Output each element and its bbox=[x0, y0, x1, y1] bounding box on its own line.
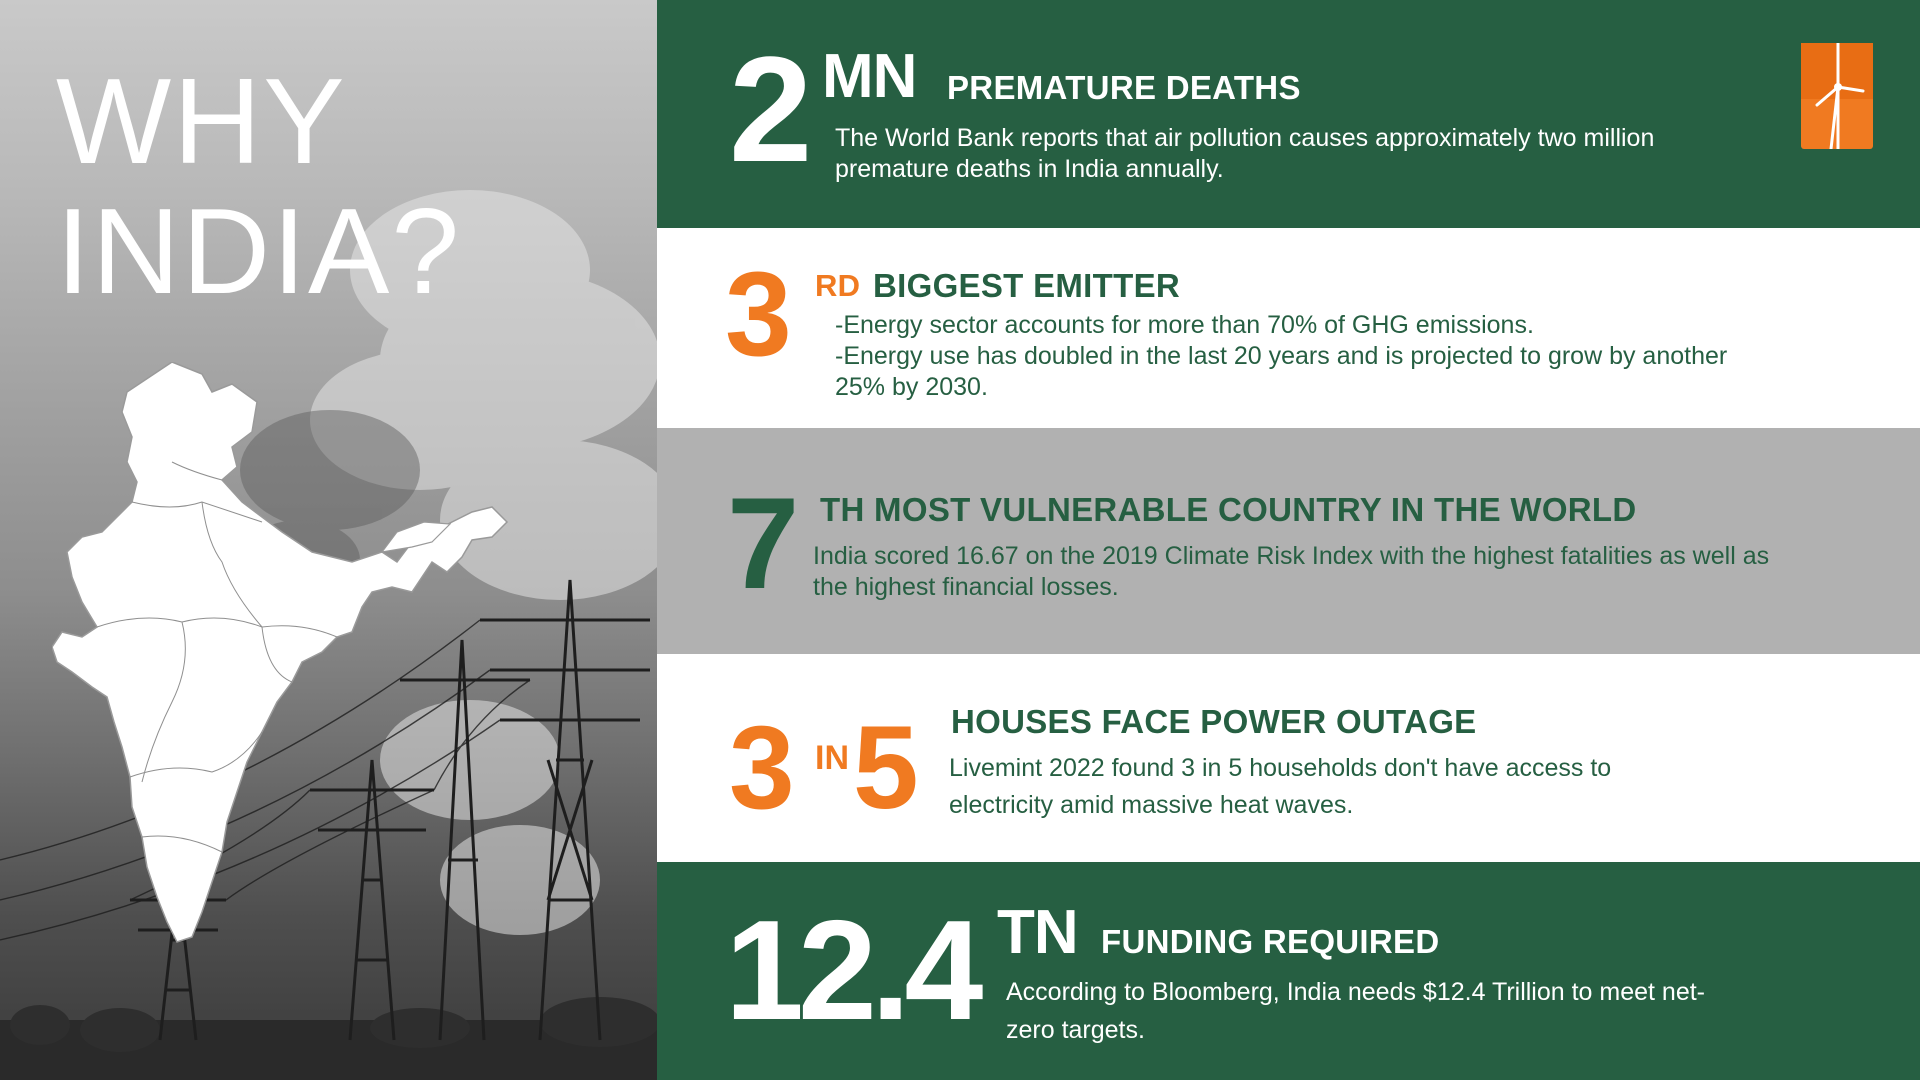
stat-description: The World Bank reports that air pollutio… bbox=[835, 124, 1655, 183]
stat-number-second: 5 bbox=[853, 702, 919, 834]
india-map-icon bbox=[52, 362, 509, 943]
stat-title: BIGGEST EMITTER bbox=[873, 267, 1181, 304]
stat-title: HOUSES FACE POWER OUTAGE bbox=[951, 703, 1477, 740]
title-line-india: INDIA? bbox=[56, 183, 462, 319]
stat-connector: IN bbox=[815, 739, 849, 777]
stat-number: 12.4 bbox=[725, 891, 983, 1050]
stat-number: 7 bbox=[727, 470, 799, 616]
wind-turbine-logo-icon bbox=[1801, 43, 1873, 149]
title-line-why: WHY bbox=[56, 53, 347, 189]
stat-power-outage: 3 IN 5 HOUSES FACE POWER OUTAGE Livemint… bbox=[657, 654, 1920, 862]
stat-suffix: MN bbox=[822, 42, 917, 111]
stat-premature-deaths: 2 MN PREMATURE DEATHS The World Bank rep… bbox=[657, 0, 1920, 228]
stat-title: FUNDING REQUIRED bbox=[1101, 923, 1440, 960]
stat-most-vulnerable: 7 TH MOST VULNERABLE COUNTRY IN THE WORL… bbox=[657, 428, 1920, 654]
stat-biggest-emitter: 3 RD BIGGEST EMITTER -Energy sector acco… bbox=[657, 228, 1920, 428]
page-title: WHY INDIA? bbox=[56, 56, 461, 316]
stat-number: 3 bbox=[725, 247, 792, 381]
stat-number-first: 3 bbox=[729, 702, 795, 834]
stat-suffix: TN bbox=[997, 898, 1079, 967]
stat-suffix: RD bbox=[815, 268, 861, 303]
stat-funding-required: 12.4 TN FUNDING REQUIRED According to Bl… bbox=[657, 862, 1920, 1080]
description-line: -Energy sector accounts for more than 70… bbox=[835, 311, 1534, 339]
power-pylons-smoke-photo bbox=[0, 190, 657, 1080]
stat-description: According to Bloomberg, India needs $12.… bbox=[1006, 978, 1706, 1044]
stat-description: -Energy sector accounts for more than 70… bbox=[835, 310, 1755, 403]
stat-title: TH MOST VULNERABLE COUNTRY IN THE WORLD bbox=[820, 491, 1637, 528]
hero-photo-panel: WHY INDIA? bbox=[0, 0, 657, 1080]
stat-title: PREMATURE DEATHS bbox=[947, 69, 1301, 106]
stat-number: 2 bbox=[729, 25, 812, 193]
description-line: -Energy use has doubled in the last 20 y… bbox=[835, 342, 1728, 401]
stat-description: Livemint 2022 found 3 in 5 households do… bbox=[949, 754, 1612, 819]
stat-description: India scored 16.67 on the 2019 Climate R… bbox=[813, 542, 1770, 601]
